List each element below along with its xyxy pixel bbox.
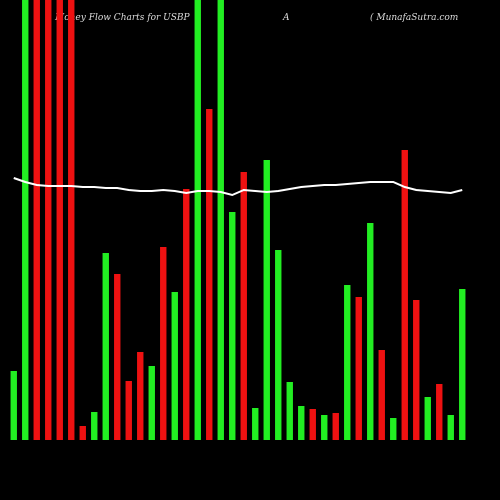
bar <box>424 397 431 440</box>
bar <box>79 426 86 440</box>
bar <box>33 0 40 440</box>
bar <box>240 172 247 440</box>
bar <box>148 366 155 440</box>
bar <box>217 0 224 440</box>
chart-subtitle: A <box>282 13 290 23</box>
bar <box>114 274 121 440</box>
bar <box>367 223 374 440</box>
bar <box>229 212 236 440</box>
bar <box>413 300 420 440</box>
bar <box>137 352 144 440</box>
bar <box>194 0 201 440</box>
bar <box>355 297 362 440</box>
bar <box>309 409 316 440</box>
bar <box>378 350 385 440</box>
trend-line <box>13 177 463 197</box>
bar <box>45 0 52 440</box>
bar <box>298 406 305 440</box>
chart-title: Money Flow Charts for USBP <box>54 13 191 23</box>
bar <box>206 109 213 440</box>
bar <box>286 382 293 440</box>
bar <box>447 415 454 440</box>
bar <box>183 189 190 440</box>
bar <box>401 150 408 440</box>
bar <box>68 0 75 440</box>
bar <box>171 292 178 440</box>
bar <box>321 415 328 440</box>
bar <box>332 413 339 440</box>
bar <box>56 0 63 440</box>
bar <box>22 0 29 440</box>
bar <box>102 253 109 440</box>
source: ( MunafaSutra.com <box>370 12 458 23</box>
bar <box>344 285 351 440</box>
bar <box>252 408 259 440</box>
bar <box>390 418 397 440</box>
bar <box>91 412 98 440</box>
bar <box>10 371 17 440</box>
bar <box>436 384 443 440</box>
bar <box>125 381 132 440</box>
bar <box>160 247 167 440</box>
bar <box>263 160 270 440</box>
bar <box>459 289 466 440</box>
bar <box>275 250 282 440</box>
